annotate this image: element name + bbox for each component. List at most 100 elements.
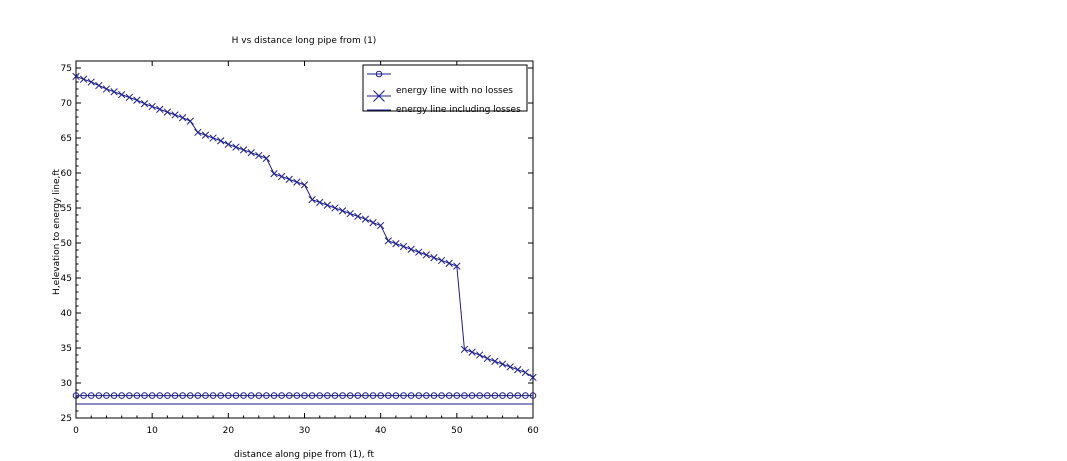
- circle-marker: [87, 392, 95, 399]
- x-marker: [316, 198, 324, 207]
- x-marker: [125, 93, 133, 102]
- y-axis-label: H,elevation to energy line,ft: [52, 169, 62, 295]
- x-marker: [437, 256, 446, 265]
- x-marker: [95, 81, 103, 90]
- x-marker: [300, 181, 309, 189]
- x-marker: [521, 368, 530, 377]
- circle-marker: [484, 392, 491, 399]
- legend: energy line with no losses energy line in…: [362, 64, 528, 115]
- x-marker: [338, 207, 347, 215]
- x-axis-label: distance along pipe from (1), ft: [234, 450, 374, 460]
- x-marker: [79, 75, 88, 83]
- x-marker: [354, 212, 362, 221]
- x-marker: [171, 111, 179, 119]
- x-marker: [483, 354, 491, 363]
- x-marker: [476, 351, 484, 359]
- x-marker: [163, 108, 172, 116]
- circle-marker: [331, 392, 339, 399]
- x-marker: [361, 215, 370, 223]
- circle-marker: [438, 392, 445, 399]
- x-marker: [514, 366, 522, 374]
- legend-label: energy line with no losses: [396, 86, 513, 96]
- circle-marker: [240, 392, 247, 399]
- x-tick-label: 30: [299, 426, 311, 436]
- x-marker: [308, 195, 316, 204]
- y-tick-label: 55: [61, 204, 72, 214]
- circle-marker: [209, 392, 217, 399]
- x-marker: [407, 245, 415, 253]
- series-layer: [72, 72, 537, 405]
- circle-marker: [392, 392, 400, 399]
- x-marker: [498, 360, 507, 368]
- circle-marker: [369, 392, 377, 399]
- circle-marker: [308, 392, 316, 399]
- x-marker: [224, 140, 232, 148]
- x-marker: [506, 363, 514, 371]
- y-axis: 25 30 35 40 45 50 55 60 65 70 75: [61, 64, 533, 424]
- x-marker: [491, 357, 499, 365]
- circle-marker: [346, 392, 354, 399]
- circle-marker: [202, 392, 209, 399]
- y-tick-label: 25: [61, 414, 72, 424]
- circle-marker: [506, 392, 514, 399]
- x-tick-label: 50: [451, 426, 463, 436]
- circle-marker: [415, 392, 423, 399]
- circle-marker: [179, 392, 186, 399]
- circle-marker: [529, 392, 537, 399]
- series-0: [72, 392, 537, 399]
- x-marker: [201, 131, 210, 139]
- circle-marker: [278, 392, 285, 399]
- circle-marker: [255, 392, 263, 399]
- x-tick-label: 10: [146, 426, 158, 436]
- circle-marker: [126, 392, 133, 399]
- circle-marker: [186, 392, 194, 399]
- y-tick-label: 60: [61, 169, 73, 179]
- x-marker: [331, 204, 339, 212]
- circle-marker: [430, 392, 438, 399]
- x-marker: [178, 114, 187, 122]
- x-marker: [262, 154, 271, 162]
- x-marker: [445, 259, 453, 267]
- x-marker: [384, 237, 392, 245]
- x-marker: [194, 128, 202, 137]
- x-marker: [209, 134, 217, 142]
- x-marker: [460, 345, 469, 354]
- x-marker: [72, 72, 80, 81]
- x-marker: [293, 178, 301, 186]
- x-marker: [285, 175, 293, 183]
- circle-marker: [407, 392, 415, 399]
- x-marker: [156, 105, 164, 113]
- circle-marker: [141, 392, 148, 399]
- circle-marker: [270, 392, 278, 399]
- x-marker: [118, 90, 126, 99]
- x-marker: [422, 251, 431, 259]
- x-marker: [323, 201, 332, 209]
- circle-marker: [375, 70, 383, 78]
- x-marker: [87, 78, 95, 86]
- y-tick-label: 65: [61, 134, 72, 144]
- circle-marker: [354, 392, 362, 399]
- circle-marker: [324, 392, 331, 399]
- circle-marker: [156, 392, 164, 399]
- y-tick-label: 40: [61, 309, 73, 319]
- x-marker: [453, 262, 461, 270]
- x-marker: [232, 143, 240, 151]
- x-marker: [399, 242, 408, 251]
- x-marker: [255, 151, 263, 160]
- series-1: [72, 72, 537, 382]
- x-marker: [346, 209, 354, 218]
- x-tick-label: 40: [375, 426, 387, 436]
- circle-marker: [225, 392, 232, 399]
- circle-marker: [377, 392, 384, 399]
- circle-marker: [423, 392, 430, 399]
- circle-marker: [110, 392, 118, 399]
- x-marker: [186, 117, 194, 125]
- circle-marker: [164, 392, 171, 399]
- circle-marker: [499, 392, 506, 399]
- x-marker: [377, 221, 385, 230]
- plot-frame: [75, 60, 534, 419]
- circle-marker: [400, 392, 407, 399]
- x-marker: [217, 137, 225, 145]
- x-marker: [369, 219, 377, 227]
- y-tick-label: 75: [61, 64, 72, 74]
